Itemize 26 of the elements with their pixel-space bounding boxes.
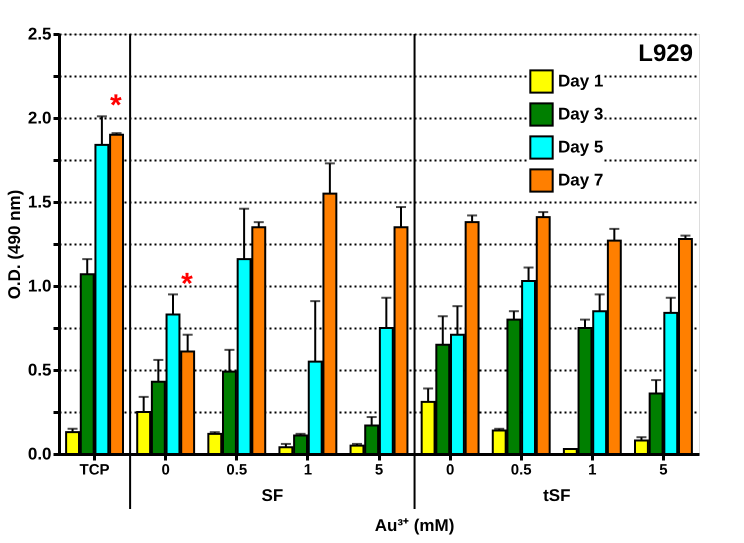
legend-label: Day 7 [558,170,604,190]
legend-label: Day 5 [558,138,604,156]
x-tick-label: 0 [446,462,454,478]
y-tick-label: 0.0 [28,444,52,464]
x-tick-label: 0 [161,462,170,478]
chart-title: L929 [638,40,693,67]
annotation: * [110,89,122,122]
x-tick-label: TCP [80,462,110,478]
y-tick-label: 2.5 [28,24,52,44]
text: tSF [543,486,570,505]
y-tick-label: 1.0 [28,276,52,296]
y-tick-label: 0.5 [28,360,52,380]
x-tick-label: 5 [374,462,384,478]
legend-label: Day 1 [558,72,604,90]
y-axis-title: O.D. (490 nm) [4,190,24,300]
x-tick-label: 5 [659,462,668,478]
legend-label: Day 3 [558,104,604,124]
annotation: * [181,267,194,300]
x-tick-label: 0.5 [510,462,532,478]
y-tick-label: 1.5 [28,192,52,212]
x-axis-title: Au³⁺ (mM) [374,516,454,535]
x-tick-label: 1 [588,462,597,478]
x-tick-label: 0.5 [226,462,248,478]
text: SF [261,486,284,505]
y-tick-label: 2.0 [28,108,52,128]
x-tick-label: 1 [304,462,312,478]
